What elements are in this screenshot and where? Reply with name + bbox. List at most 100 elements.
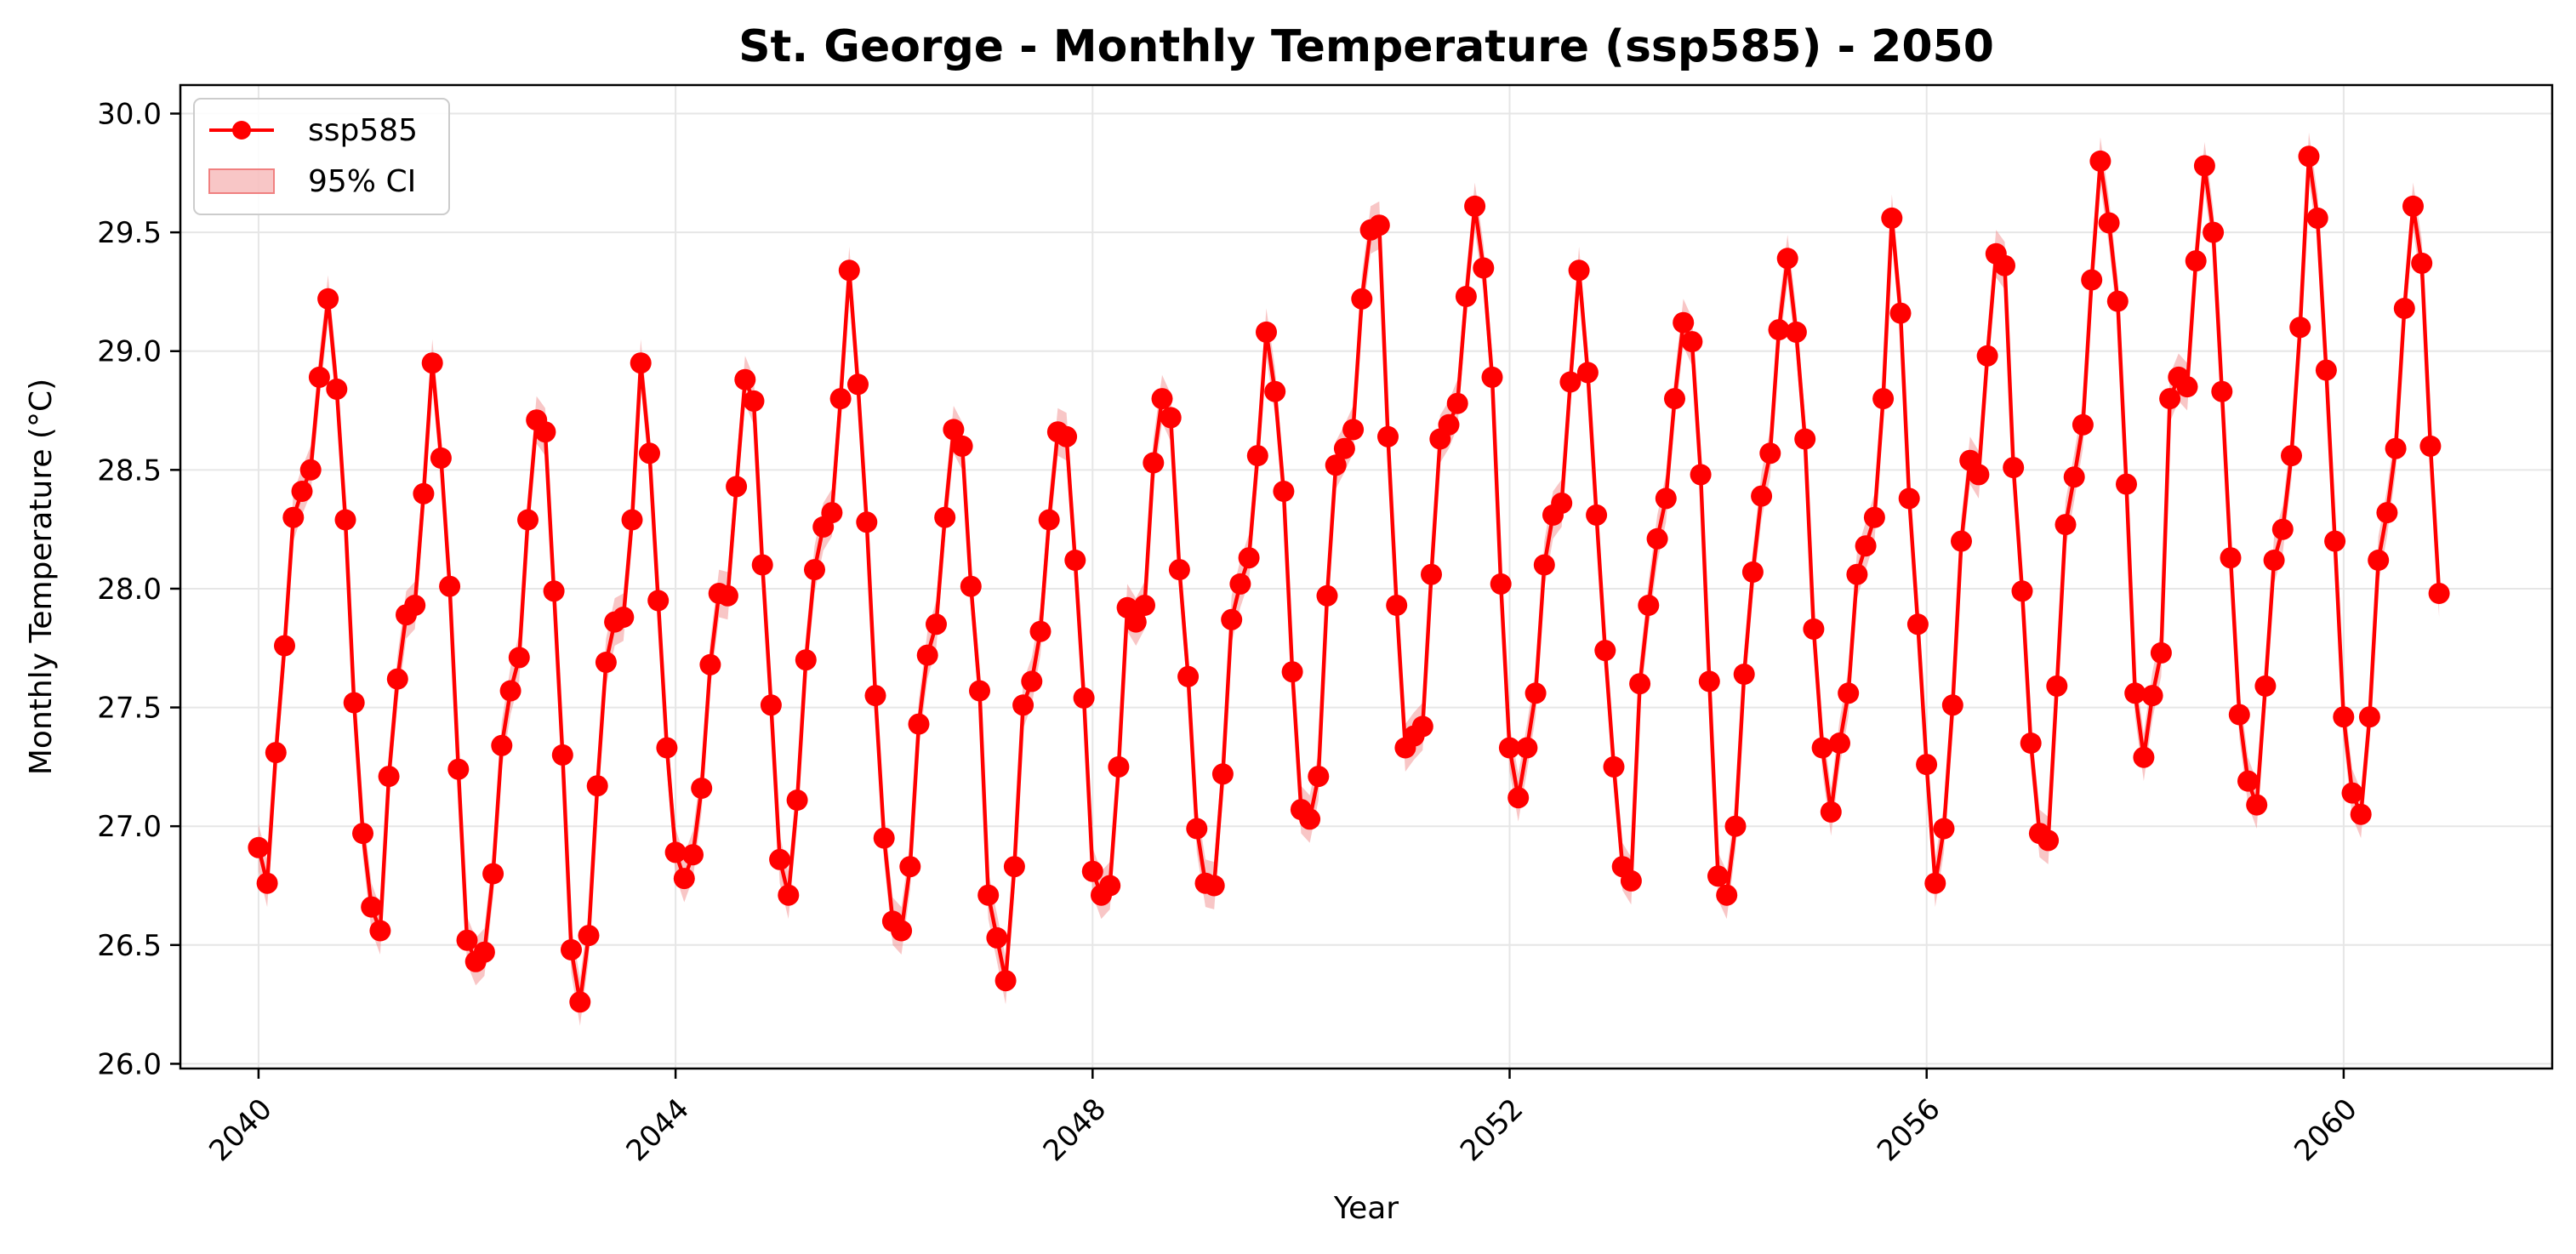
data-point [664, 841, 687, 864]
x-axis-label: Year [1333, 1191, 1399, 1226]
data-point [421, 352, 443, 374]
data-point [2150, 641, 2172, 664]
data-point [2341, 782, 2363, 804]
data-point [2159, 388, 2181, 410]
data-point [1855, 535, 1877, 557]
data-point [969, 680, 990, 702]
data-point [2306, 207, 2328, 229]
data-point [1281, 661, 1303, 683]
data-point [795, 649, 817, 671]
data-point [778, 884, 800, 906]
data-point [994, 970, 1017, 992]
data-point [2402, 195, 2424, 217]
y-tick-label: 27.0 [97, 810, 162, 844]
data-point [1872, 388, 1895, 410]
data-point [2211, 380, 2233, 402]
data-point [343, 692, 365, 714]
data-point [2271, 518, 2294, 540]
data-point [1846, 563, 1868, 585]
data-point [1021, 670, 1043, 693]
y-tick-label: 26.0 [97, 1047, 162, 1081]
data-point [926, 613, 947, 636]
data-point [1820, 801, 1842, 823]
chart-title: St. George - Monthly Temperature (ssp585… [738, 21, 1994, 72]
data-point [1177, 665, 1200, 687]
data-point [908, 713, 930, 735]
data-point [1951, 530, 1972, 552]
data-point [1673, 311, 1695, 333]
data-point [2350, 803, 2372, 825]
y-axis-ticks: 26.0 26.5 27.0 27.5 28.0 28.5 29.0 29.5 30.0 [97, 98, 180, 1081]
data-point [621, 509, 643, 531]
data-point [2411, 252, 2433, 274]
legend-box [193, 98, 450, 215]
data-point [613, 607, 635, 628]
data-point [934, 506, 956, 528]
data-point [1186, 818, 1208, 840]
data-point [1143, 452, 1165, 474]
data-point [551, 744, 573, 766]
data-point [856, 511, 878, 533]
data-point [2254, 675, 2277, 697]
data-point [447, 758, 470, 780]
data-point [1238, 547, 1260, 569]
data-point [1203, 875, 1225, 897]
data-point [1264, 380, 1286, 402]
data-point [508, 647, 530, 669]
data-point [716, 584, 738, 607]
data-point [2220, 547, 2242, 569]
data-point [534, 421, 556, 443]
data-point [1411, 715, 1433, 738]
data-point [1741, 561, 1764, 583]
data-point [2419, 435, 2442, 457]
data-point [699, 653, 721, 675]
data-point [1681, 331, 1703, 353]
data-point [2020, 732, 2042, 754]
data-point [977, 884, 1000, 906]
data-point [430, 447, 452, 469]
y-tick-label: 29.5 [97, 216, 162, 250]
data-point [1516, 737, 1538, 759]
data-point [2193, 155, 2215, 177]
data-point [1134, 595, 1155, 616]
data-point [1481, 366, 1503, 388]
data-point [1056, 425, 1078, 447]
data-point [1646, 527, 1668, 550]
data-point [1733, 664, 1755, 685]
data-point [951, 435, 973, 457]
data-point [491, 734, 513, 756]
data-point [751, 554, 773, 576]
data-point [1620, 869, 1642, 892]
data-point [1038, 509, 1060, 531]
data-point [1299, 808, 1321, 830]
data-point [1568, 259, 1590, 282]
data-point [2281, 445, 2302, 467]
data-point [1638, 595, 1660, 616]
data-point [2246, 794, 2268, 816]
data-point [2185, 250, 2207, 272]
data-point [2298, 145, 2320, 168]
data-point [769, 848, 791, 870]
plot-frame [179, 83, 2554, 1070]
data-point [2385, 437, 2407, 459]
data-point [691, 778, 713, 799]
data-point [2358, 706, 2380, 728]
data-point [2089, 150, 2112, 172]
data-point [1803, 618, 1825, 640]
data-point [630, 352, 652, 374]
data-points-layer [248, 145, 2450, 1013]
data-point [265, 742, 287, 764]
data-point [847, 373, 869, 396]
data-point [1151, 388, 1173, 410]
data-point [1724, 815, 1747, 837]
data-point [804, 559, 825, 581]
data-point [639, 442, 660, 465]
data-point [1012, 694, 1034, 716]
data-point [1924, 872, 1946, 894]
data-point [2133, 746, 2155, 768]
data-point [673, 868, 695, 890]
data-point [2368, 550, 2390, 571]
data-point [361, 896, 383, 918]
data-point [1707, 865, 1729, 887]
